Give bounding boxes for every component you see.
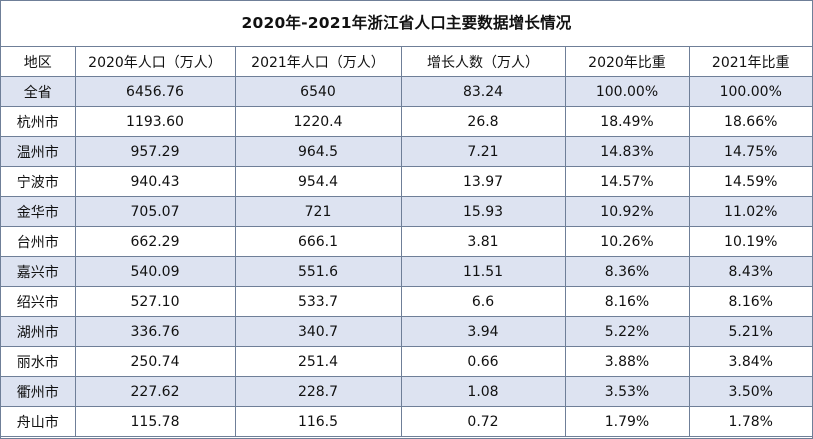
value-cell: 11.51 <box>400 256 566 287</box>
value-cell: 0.72 <box>400 406 566 437</box>
region-cell: 丽水市 <box>1 346 76 377</box>
value-cell: 940.43 <box>74 166 236 197</box>
value-cell: 551.6 <box>234 256 402 287</box>
table-row: 台州市 662.29 666.1 3.81 10.26% 10.19% <box>1 226 812 257</box>
value-cell: 3.81 <box>400 226 566 257</box>
value-cell: 115.78 <box>74 406 236 437</box>
value-cell: 251.4 <box>234 346 402 377</box>
value-cell: 100.00% <box>688 76 812 107</box>
region-cell: 湖州市 <box>1 316 76 347</box>
table-row: 湖州市 336.76 340.7 3.94 5.22% 5.21% <box>1 316 812 347</box>
value-cell: 5.22% <box>564 316 690 347</box>
region-cell: 舟山市 <box>1 406 76 437</box>
column-header: 地区 <box>1 47 76 77</box>
value-cell: 340.7 <box>234 316 402 347</box>
value-cell: 540.09 <box>74 256 236 287</box>
value-cell: 3.84% <box>688 346 812 377</box>
value-cell: 957.29 <box>74 136 236 167</box>
value-cell: 336.76 <box>74 316 236 347</box>
value-cell: 14.83% <box>564 136 690 167</box>
value-cell: 6.6 <box>400 286 566 317</box>
value-cell: 5.21% <box>688 316 812 347</box>
value-cell: 3.50% <box>688 376 812 407</box>
value-cell: 964.5 <box>234 136 402 167</box>
column-header: 2020年人口（万人） <box>74 47 236 77</box>
value-cell: 721 <box>234 196 402 227</box>
table-row: 金华市 705.07 721 15.93 10.92% 11.02% <box>1 196 812 227</box>
value-cell: 7.21 <box>400 136 566 167</box>
column-header: 2021年比重 <box>688 47 812 77</box>
column-header: 增长人数（万人） <box>400 47 566 77</box>
value-cell: 10.26% <box>564 226 690 257</box>
value-cell: 250.74 <box>74 346 236 377</box>
region-cell: 金华市 <box>1 196 76 227</box>
value-cell: 0.66 <box>400 346 566 377</box>
value-cell: 1.78% <box>688 406 812 437</box>
table-row: 绍兴市 527.10 533.7 6.6 8.16% 8.16% <box>1 286 812 317</box>
table-body: 地区 2020年人口（万人） 2021年人口（万人） 增长人数（万人） 2020… <box>1 47 812 437</box>
value-cell: 14.59% <box>688 166 812 197</box>
table-row: 杭州市 1193.60 1220.4 26.8 18.49% 18.66% <box>1 106 812 137</box>
value-cell: 1.08 <box>400 376 566 407</box>
value-cell: 10.19% <box>688 226 812 257</box>
value-cell: 3.94 <box>400 316 566 347</box>
value-cell: 83.24 <box>400 76 566 107</box>
value-cell: 13.97 <box>400 166 566 197</box>
value-cell: 6456.76 <box>74 76 236 107</box>
value-cell: 8.43% <box>688 256 812 287</box>
value-cell: 6540 <box>234 76 402 107</box>
value-cell: 100.00% <box>564 76 690 107</box>
value-cell: 15.93 <box>400 196 566 227</box>
region-cell: 嘉兴市 <box>1 256 76 287</box>
value-cell: 228.7 <box>234 376 402 407</box>
value-cell: 116.5 <box>234 406 402 437</box>
table-row: 全省 6456.76 6540 83.24 100.00% 100.00% <box>1 76 812 107</box>
table-row: 宁波市 940.43 954.4 13.97 14.57% 14.59% <box>1 166 812 197</box>
table-row: 丽水市 250.74 251.4 0.66 3.88% 3.84% <box>1 346 812 377</box>
region-cell: 宁波市 <box>1 166 76 197</box>
table-row: 温州市 957.29 964.5 7.21 14.83% 14.75% <box>1 136 812 167</box>
value-cell: 1193.60 <box>74 106 236 137</box>
column-header: 2021年人口（万人） <box>234 47 402 77</box>
value-cell: 1220.4 <box>234 106 402 137</box>
value-cell: 705.07 <box>74 196 236 227</box>
region-cell: 全省 <box>1 76 76 107</box>
table-row: 嘉兴市 540.09 551.6 11.51 8.36% 8.43% <box>1 256 812 287</box>
table-row: 衢州市 227.62 228.7 1.08 3.53% 3.50% <box>1 376 812 407</box>
value-cell: 11.02% <box>688 196 812 227</box>
value-cell: 1.79% <box>564 406 690 437</box>
value-cell: 8.36% <box>564 256 690 287</box>
value-cell: 10.92% <box>564 196 690 227</box>
table-title: 2020年-2021年浙江省人口主要数据增长情况 <box>1 1 812 47</box>
table-header-row: 地区 2020年人口（万人） 2021年人口（万人） 增长人数（万人） 2020… <box>1 47 812 77</box>
value-cell: 3.88% <box>564 346 690 377</box>
value-cell: 8.16% <box>688 286 812 317</box>
value-cell: 18.66% <box>688 106 812 137</box>
value-cell: 954.4 <box>234 166 402 197</box>
value-cell: 533.7 <box>234 286 402 317</box>
column-header: 2020年比重 <box>564 47 690 77</box>
population-table: 地区 2020年人口（万人） 2021年人口（万人） 增长人数（万人） 2020… <box>1 47 812 437</box>
value-cell: 227.62 <box>74 376 236 407</box>
value-cell: 662.29 <box>74 226 236 257</box>
value-cell: 26.8 <box>400 106 566 137</box>
value-cell: 8.16% <box>564 286 690 317</box>
table-row: 舟山市 115.78 116.5 0.72 1.79% 1.78% <box>1 406 812 437</box>
region-cell: 台州市 <box>1 226 76 257</box>
region-cell: 绍兴市 <box>1 286 76 317</box>
region-cell: 衢州市 <box>1 376 76 407</box>
value-cell: 14.57% <box>564 166 690 197</box>
value-cell: 527.10 <box>74 286 236 317</box>
value-cell: 666.1 <box>234 226 402 257</box>
value-cell: 3.53% <box>564 376 690 407</box>
value-cell: 18.49% <box>564 106 690 137</box>
value-cell: 14.75% <box>688 136 812 167</box>
region-cell: 温州市 <box>1 136 76 167</box>
region-cell: 杭州市 <box>1 106 76 137</box>
